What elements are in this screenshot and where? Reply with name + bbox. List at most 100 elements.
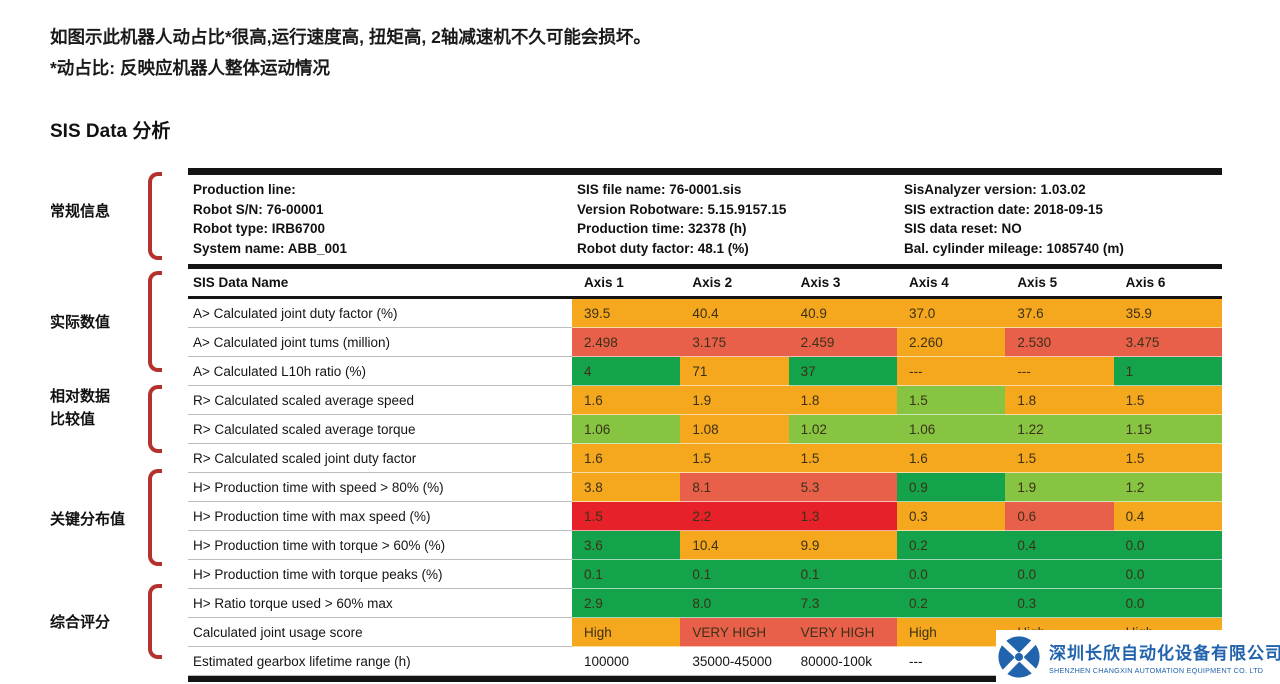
company-logo: 深圳长欣自动化设备有限公司 SHENZHEN CHANGXIN AUTOMATI… bbox=[996, 630, 1280, 684]
table-row: R> Calculated scaled average speed 1.6 1.9… bbox=[188, 386, 1222, 415]
value-cell: 1.22 bbox=[1005, 415, 1114, 444]
value-cell: 0.0 bbox=[1113, 531, 1222, 560]
company-name-cn: 深圳长欣自动化设备有限公司 bbox=[1049, 644, 1280, 663]
value-cell: --- bbox=[896, 357, 1006, 386]
value-cell: 35000-45000 bbox=[680, 647, 789, 676]
value-cell: 0.2 bbox=[896, 589, 1006, 618]
row-label: H> Production time with speed > 80% (%) bbox=[188, 473, 572, 502]
row-label: H> Ratio torque used > 60% max bbox=[188, 589, 572, 618]
brace-overall-score bbox=[148, 584, 162, 659]
general-info-col-2: SIS file name: 76-0001.sis Version Robot… bbox=[577, 182, 787, 256]
table-header-row: SIS Data Name Axis 1 Axis 2 Axis 3 Axis … bbox=[188, 269, 1222, 296]
brace-general-info bbox=[148, 172, 162, 260]
value-cell: 37.0 bbox=[896, 299, 1006, 328]
value-cell: 1 bbox=[1113, 357, 1222, 386]
value-cell: 0.9 bbox=[896, 473, 1006, 502]
mid-rule bbox=[188, 264, 1222, 269]
table-row: R> Calculated scaled average torque 1.06 1… bbox=[188, 415, 1222, 444]
brace-relative-comparison bbox=[148, 385, 162, 453]
value-cell: 80000-100k bbox=[788, 647, 897, 676]
row-label: Estimated gearbox lifetime range (h) bbox=[188, 647, 572, 676]
value-cell: 0.4 bbox=[1113, 502, 1222, 531]
value-cell: 8.0 bbox=[680, 589, 789, 618]
value-cell: 1.06 bbox=[896, 415, 1006, 444]
company-name-block: 深圳长欣自动化设备有限公司 SHENZHEN CHANGXIN AUTOMATI… bbox=[1049, 639, 1280, 675]
value-cell: High bbox=[896, 618, 1006, 647]
value-cell: 2.9 bbox=[572, 589, 681, 618]
column-header-axis-5: Axis 5 bbox=[1017, 275, 1058, 290]
value-cell: 1.9 bbox=[680, 386, 789, 415]
value-cell: 0.0 bbox=[1113, 589, 1222, 618]
value-cell: 40.4 bbox=[680, 299, 789, 328]
row-label: H> Production time with torque > 60% (%) bbox=[188, 531, 572, 560]
value-cell: 4 bbox=[572, 357, 681, 386]
row-label: H> Production time with torque peaks (%) bbox=[188, 560, 572, 589]
general-info-col-1: Production line: Robot S/N: 76-00001 Rob… bbox=[193, 182, 348, 256]
value-cell: 1.5 bbox=[1005, 444, 1114, 473]
value-cell: 1.8 bbox=[788, 386, 897, 415]
side-label-key-distribution: 关键分布值 bbox=[50, 511, 126, 528]
value-cell: 1.8 bbox=[1005, 386, 1114, 415]
value-cell: 1.02 bbox=[788, 415, 897, 444]
value-cell: --- bbox=[1005, 357, 1114, 386]
value-cell: 1.06 bbox=[572, 415, 681, 444]
value-cell: 3.8 bbox=[572, 473, 681, 502]
value-cell: 1.6 bbox=[896, 444, 1006, 473]
value-cell: 1.5 bbox=[896, 386, 1006, 415]
row-label: A> Calculated joint tums (million) bbox=[188, 328, 572, 357]
value-cell: 1.9 bbox=[1005, 473, 1114, 502]
value-cell: 1.5 bbox=[680, 444, 789, 473]
value-cell: 9.9 bbox=[788, 531, 897, 560]
table-row: Estimated gearbox lifetime range (h) 1000… bbox=[188, 647, 1222, 676]
value-cell: 71 bbox=[680, 357, 789, 386]
value-cell: 1.2 bbox=[1113, 473, 1222, 502]
intro-text: 如图示此机器人动占比*很高,运行速度高, 扭矩高, 2轴减速机不久可能会损坏。 … bbox=[50, 22, 651, 84]
changxin-logo-icon bbox=[998, 636, 1040, 678]
value-cell: 100000 bbox=[572, 647, 681, 676]
value-cell: 0.3 bbox=[1005, 589, 1114, 618]
side-label-general-info: 常规信息 bbox=[50, 203, 111, 220]
value-cell: 1.5 bbox=[788, 444, 897, 473]
side-label-actual-values: 实际数值 bbox=[50, 314, 111, 331]
header-rule bbox=[188, 296, 1222, 299]
value-cell: 35.9 bbox=[1113, 299, 1222, 328]
value-cell: 2.498 bbox=[572, 328, 681, 357]
value-cell: 1.6 bbox=[572, 386, 681, 415]
value-cell: 37.6 bbox=[1005, 299, 1114, 328]
value-cell: 0.0 bbox=[1113, 560, 1222, 589]
value-cell: 1.5 bbox=[572, 502, 681, 531]
table-row: H> Production time with torque peaks (%)… bbox=[188, 560, 1222, 589]
row-label: H> Production time with max speed (%) bbox=[188, 502, 572, 531]
value-cell: 10.4 bbox=[680, 531, 789, 560]
table-row: A> Calculated L10h ratio (%) 4 71 37 --- --- 1 bbox=[188, 357, 1222, 386]
row-label: R> Calculated scaled average torque bbox=[188, 415, 572, 444]
value-cell: 0.1 bbox=[788, 560, 897, 589]
value-cell: VERY HIGH bbox=[788, 618, 897, 647]
value-cell: 0.4 bbox=[1005, 531, 1114, 560]
column-header-axis-3: Axis 3 bbox=[800, 275, 841, 290]
table-row: H> Production time with speed > 80% (%) 3… bbox=[188, 473, 1222, 502]
side-label-overall-score: 综合评分 bbox=[50, 614, 111, 631]
value-cell: 0.0 bbox=[1005, 560, 1114, 589]
row-label: Calculated joint usage score bbox=[188, 618, 572, 647]
value-cell: 0.1 bbox=[572, 560, 681, 589]
column-header-axis-1: Axis 1 bbox=[584, 275, 624, 290]
value-cell: 2.260 bbox=[896, 328, 1006, 357]
value-cell: 1.15 bbox=[1113, 415, 1222, 444]
row-label: R> Calculated scaled average speed bbox=[188, 386, 572, 415]
value-cell: 5.3 bbox=[788, 473, 897, 502]
bottom-rule bbox=[188, 676, 1222, 682]
table-row: A> Calculated joint tums (million) 2.498 3… bbox=[188, 328, 1222, 357]
value-cell: 40.9 bbox=[788, 299, 897, 328]
value-cell: 0.3 bbox=[896, 502, 1006, 531]
value-cell: 3.6 bbox=[572, 531, 681, 560]
table-row: R> Calculated scaled joint duty factor 1.… bbox=[188, 444, 1222, 473]
value-cell: 3.175 bbox=[680, 328, 789, 357]
table-row: H> Ratio torque used > 60% max 2.9 8.0 7.3 0… bbox=[188, 589, 1222, 618]
value-cell: High bbox=[572, 618, 681, 647]
intro-line-1: 如图示此机器人动占比*很高,运行速度高, 扭矩高, 2轴减速机不久可能会损坏。 bbox=[50, 27, 651, 47]
general-info-col-3: SisAnalyzer version: 1.03.02 SIS extract… bbox=[904, 182, 1124, 256]
value-cell: 7.3 bbox=[788, 589, 897, 618]
value-cell: 0.1 bbox=[680, 560, 789, 589]
